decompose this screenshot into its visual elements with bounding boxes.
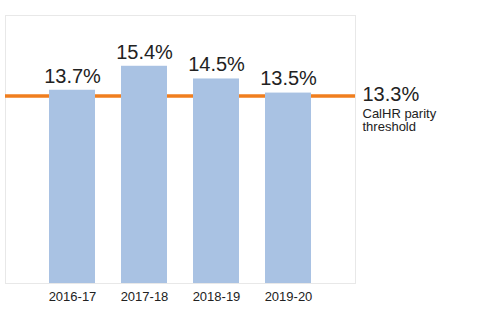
svg-text:13.3%: 13.3% bbox=[363, 83, 420, 105]
svg-text:2018-19: 2018-19 bbox=[193, 289, 241, 304]
svg-text:13.7%: 13.7% bbox=[44, 65, 101, 87]
svg-text:14.5%: 14.5% bbox=[188, 53, 245, 75]
svg-text:13.5%: 13.5% bbox=[260, 67, 317, 89]
svg-text:2019-20: 2019-20 bbox=[265, 289, 313, 304]
svg-text:2016-17: 2016-17 bbox=[49, 289, 97, 304]
svg-text:2017-18: 2017-18 bbox=[121, 289, 169, 304]
svg-text:CalHR paritythreshold: CalHR paritythreshold bbox=[363, 106, 437, 134]
svg-text:15.4%: 15.4% bbox=[116, 41, 173, 63]
